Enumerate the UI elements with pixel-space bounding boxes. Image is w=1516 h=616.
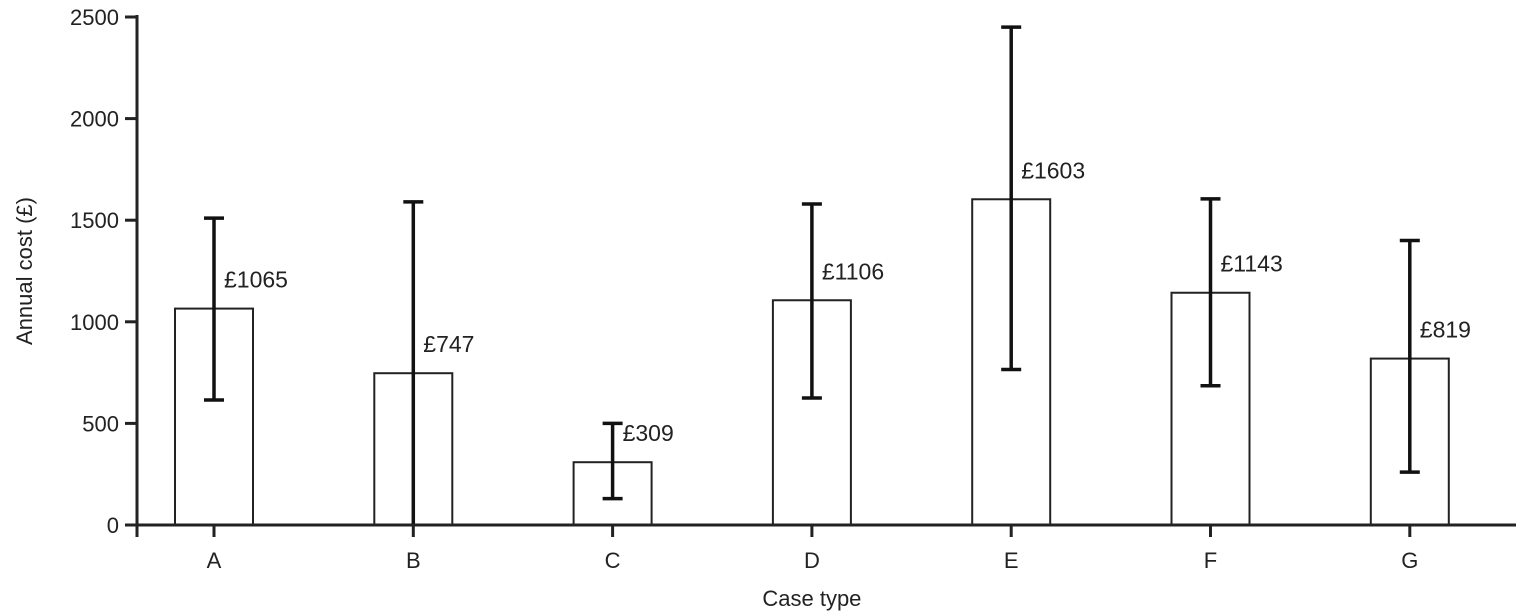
x-tick-label: C	[605, 548, 621, 573]
y-tick-label: 2500	[70, 5, 119, 30]
value-label-e: £1603	[1021, 157, 1085, 183]
axes	[125, 15, 1516, 537]
y-tick-label: 2000	[70, 107, 119, 132]
x-tick-label: F	[1204, 548, 1217, 573]
value-label-a: £1065	[224, 267, 288, 293]
x-tick-label: G	[1401, 548, 1418, 573]
bar-d	[771, 299, 852, 526]
x-axis-title: Case type	[762, 586, 861, 611]
error-bars-layer	[204, 25, 1420, 525]
x-ticks: A B C D E F G	[207, 525, 1418, 573]
x-tick-label: E	[1004, 548, 1019, 573]
y-axis-title: Annual cost (£)	[12, 197, 37, 345]
y-tick-label: 500	[82, 411, 119, 436]
value-label-b: £747	[423, 331, 474, 357]
y-tick-label: 0	[107, 513, 119, 538]
y-tick-label: 1000	[70, 310, 119, 335]
value-label-f: £1143	[1221, 251, 1283, 277]
x-tick-label: D	[804, 548, 820, 573]
value-label-d: £1106	[822, 258, 884, 284]
y-tick-label: 1500	[70, 208, 119, 233]
value-labels: £1065 £747 £309 £1106 £1603 £1143 £819	[224, 157, 1471, 446]
x-tick-label: A	[207, 548, 222, 573]
x-tick-label: B	[406, 548, 421, 573]
y-ticks: 0 500 1000 1500 2000 2500	[70, 5, 137, 538]
value-label-c: £309	[623, 420, 674, 446]
value-label-g: £819	[1420, 317, 1471, 343]
